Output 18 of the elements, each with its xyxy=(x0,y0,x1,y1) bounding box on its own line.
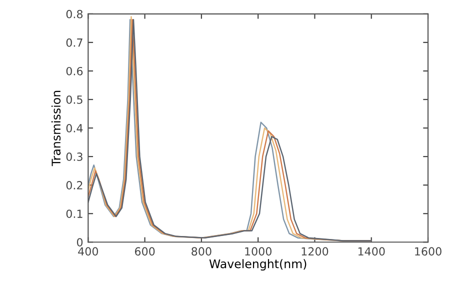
x-tick-label: 1600 xyxy=(415,247,442,256)
x-tick-label: 600 xyxy=(134,247,155,256)
y-tick-label: 0.5 xyxy=(66,95,82,104)
x-tick-label: 800 xyxy=(192,247,212,256)
y-tick-label: 0.4 xyxy=(66,124,83,132)
y-axis-title: Transmission xyxy=(51,90,61,166)
y-tick-label: 0.2 xyxy=(66,181,82,190)
y-tick-label: 0.7 xyxy=(66,38,82,47)
x-tick-label: 1000 xyxy=(245,247,272,256)
x-tick-label: 1400 xyxy=(358,247,385,256)
y-tick-label: 0.8 xyxy=(66,10,83,18)
y-tick-label: 0.6 xyxy=(66,66,83,76)
y-tick-label: 0 xyxy=(76,238,83,247)
x-tick-label: 1200 xyxy=(302,247,328,256)
y-tick-label: 0.1 xyxy=(66,210,82,218)
y-tick-label: 0.3 xyxy=(66,152,82,161)
x-axis-title: Wavelenght(nm) xyxy=(209,259,306,271)
x-tick-label: 400 xyxy=(78,247,98,256)
